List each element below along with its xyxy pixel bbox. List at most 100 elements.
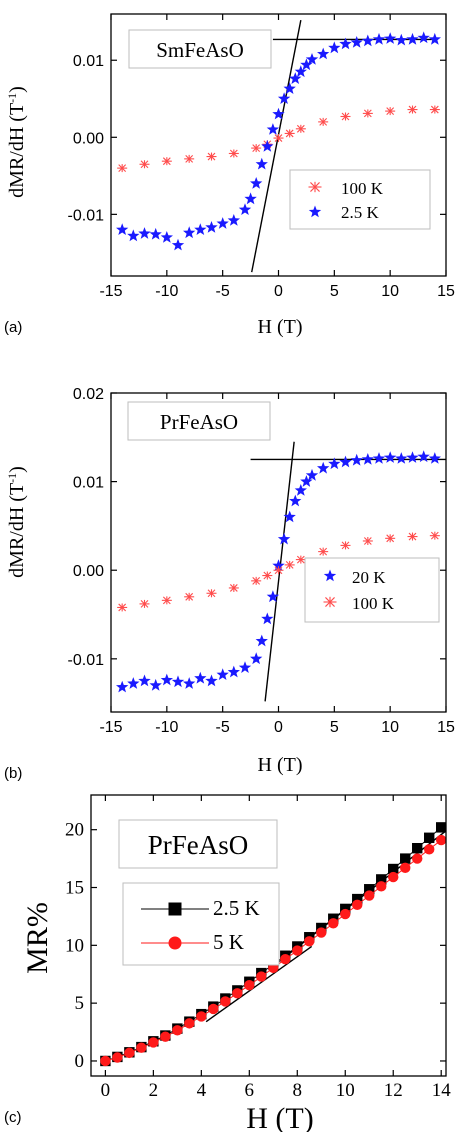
panel-a-series-2-5-k-point (160, 231, 173, 243)
panel-b-title: PrFeAsO (160, 410, 238, 434)
panel-a-tag: (a) (4, 319, 22, 336)
panel-b-series-100-k-point (429, 531, 440, 540)
panel-a-series-2-5-k-point (138, 227, 151, 239)
panel-a-series-2-5-k-point (300, 58, 313, 71)
panel-b-series-20-k-point (289, 494, 302, 507)
panel-a-series-100-k-point (273, 134, 284, 143)
panel-b-series-20-k-point (183, 677, 196, 689)
panel-c-tag: (c) (4, 1109, 22, 1126)
panel-a-title: SmFeAsO (156, 38, 244, 62)
panel-b-series-20-k-point (171, 675, 185, 688)
panel-b-series-20-k-point (272, 559, 285, 572)
panel-c-series-5-k-point (352, 899, 363, 911)
panel-a-series-2-5-k-point (227, 214, 240, 226)
panel-a-x-tick-label: 10 (381, 283, 399, 300)
panel-b-series-20-k-point (255, 634, 268, 647)
panel-c-x-ticks: 0 2 4 6 8 10 12 14 (101, 795, 452, 1101)
panel-c-series-5-k-point (136, 1042, 147, 1053)
panel-b-series-20-k-point (384, 451, 397, 463)
panel-c-series-2-5-k-point (352, 893, 363, 905)
panel-c-plot-frame (90, 794, 447, 1077)
panel-a-legend-marker-2 (308, 205, 322, 218)
panel-b-series-20-k-point (194, 671, 207, 684)
panel-c-y-tick-label: 5 (75, 993, 85, 1014)
panel-a-series-2-5-k-point (384, 32, 397, 44)
panel-b-series-100-k-point (161, 596, 172, 605)
panel-a-y-ticks: -0.01 0.00 0.01 (68, 53, 446, 224)
panel-c-x-tick-label: 0 (101, 1080, 111, 1101)
panel-a-series-100-k-point (117, 164, 128, 173)
panel-b-y-label: dMR/dH (T-1) (5, 466, 28, 578)
panel-c-series-5-k-point (436, 834, 446, 846)
panel-a-series-2-5-k-point (417, 31, 430, 44)
panel-c-series-5-k-point (232, 988, 243, 999)
panel-b-series-20-k-point (116, 680, 129, 693)
panel-b-series-100-k-point (340, 541, 351, 550)
panel-c-x-tick-label: 10 (336, 1080, 355, 1101)
panel-b-y-tick-label: 0.02 (73, 386, 104, 403)
panel-a-series-100-k-point (295, 124, 306, 133)
panel-c-x-tick-label: 4 (197, 1080, 207, 1101)
panel-b-series-100-k-point (362, 536, 373, 545)
panel-a-series-100-k-point (284, 129, 295, 138)
panel-a-x-tick-label: -10 (155, 283, 178, 300)
panel-a-series-2-5-k-point (395, 33, 408, 46)
panel-b-series-20-k-point (300, 475, 313, 487)
panel-c-series-5-k-point (292, 945, 303, 956)
panel-a-series-2-5-k-point (194, 223, 207, 235)
panel-a-x-tick-label: 5 (330, 283, 339, 300)
panel-b-x-tick-label: 10 (381, 719, 399, 736)
panel-c-guide-line-1 (205, 945, 313, 1023)
panel-b-legend-marker-2 (323, 596, 337, 608)
panel-a-x-label: H (T) (258, 316, 303, 338)
panel-b-series-100-k-point (206, 589, 217, 598)
panel-c-y-ticks: 0 5 10 15 20 (65, 820, 446, 1072)
panel-b-series-20-k-point (149, 678, 162, 691)
panel-b-axes (110, 392, 447, 713)
panel-c-series-5-k-point (124, 1047, 135, 1059)
panel-b-x-tick-label: -10 (155, 719, 178, 736)
panel-a-series-2-5-k-point (289, 72, 302, 84)
panel-b-y-tick-label: -0.01 (68, 652, 105, 669)
panel-a-series-100-k-point (206, 152, 217, 161)
panel-a-series-100-k-point (251, 144, 262, 153)
panel-a-y-tick-label: -0.01 (68, 207, 105, 224)
panel-c-chart: 0 2 4 6 8 10 12 14 0 5 10 15 20 H (T) MR% (c) PrFeA… (4, 794, 452, 1132)
panel-a-legend-marker-1 (308, 181, 322, 193)
panel-a-series-2-5-k-point (372, 32, 386, 45)
panel-c-series-5-k-point (304, 936, 315, 947)
panel-c-legend-marker-1 (168, 902, 182, 916)
panel-c-y-tick-label: 15 (65, 878, 84, 899)
panel-c-series-5-k-point (244, 980, 255, 991)
panel-c-series-2-5-k-point (424, 832, 435, 843)
panel-a-series-100-k-point (429, 105, 440, 114)
panel-b-series-20-k-point (361, 453, 374, 465)
panel-a-series-2-5-k-point (216, 217, 229, 229)
panel-a-series-100-k-point (161, 157, 172, 166)
panel-b-series-20-k-point (216, 668, 229, 680)
panel-c-legend: 2.5 K 5 K (122, 882, 280, 966)
panel-c-title-box: PrFeAsO (118, 819, 278, 869)
panel-a-series-100-k-point (385, 107, 396, 116)
panel-a-series-2-5-k-point (283, 82, 296, 94)
panel-a-series-2-5-k-point (272, 107, 285, 120)
panel-c-x-label: H (T) (246, 1102, 313, 1132)
panel-c-series-5-k-point (148, 1037, 159, 1048)
panel-c-x-tick-label: 14 (432, 1080, 452, 1101)
panel-a-series-100-k-point (340, 112, 351, 121)
panel-b-series-100-k-point (251, 576, 262, 585)
panel-a-guide-lines (251, 20, 435, 273)
panel-b-series-100-k-point (295, 555, 306, 564)
panel-c-series-5-k-point (412, 853, 423, 864)
panel-c-series-5-k-point (388, 871, 399, 883)
panel-a-y-label: dMR/dH (T-1) (5, 86, 28, 198)
panel-c-legend-label-2: 5 K (213, 930, 244, 954)
panel-c-axes (90, 794, 447, 1077)
panel-c-series-5-k-point (112, 1052, 123, 1063)
panel-b-x-tick-label: -15 (99, 719, 122, 736)
panel-b-series-20-k-point (305, 468, 319, 481)
panel-a-series-2-5-k-point (350, 36, 363, 48)
panel-a-series-2-5-k-point (171, 238, 185, 251)
panel-b-series-20-k-point (277, 532, 291, 545)
